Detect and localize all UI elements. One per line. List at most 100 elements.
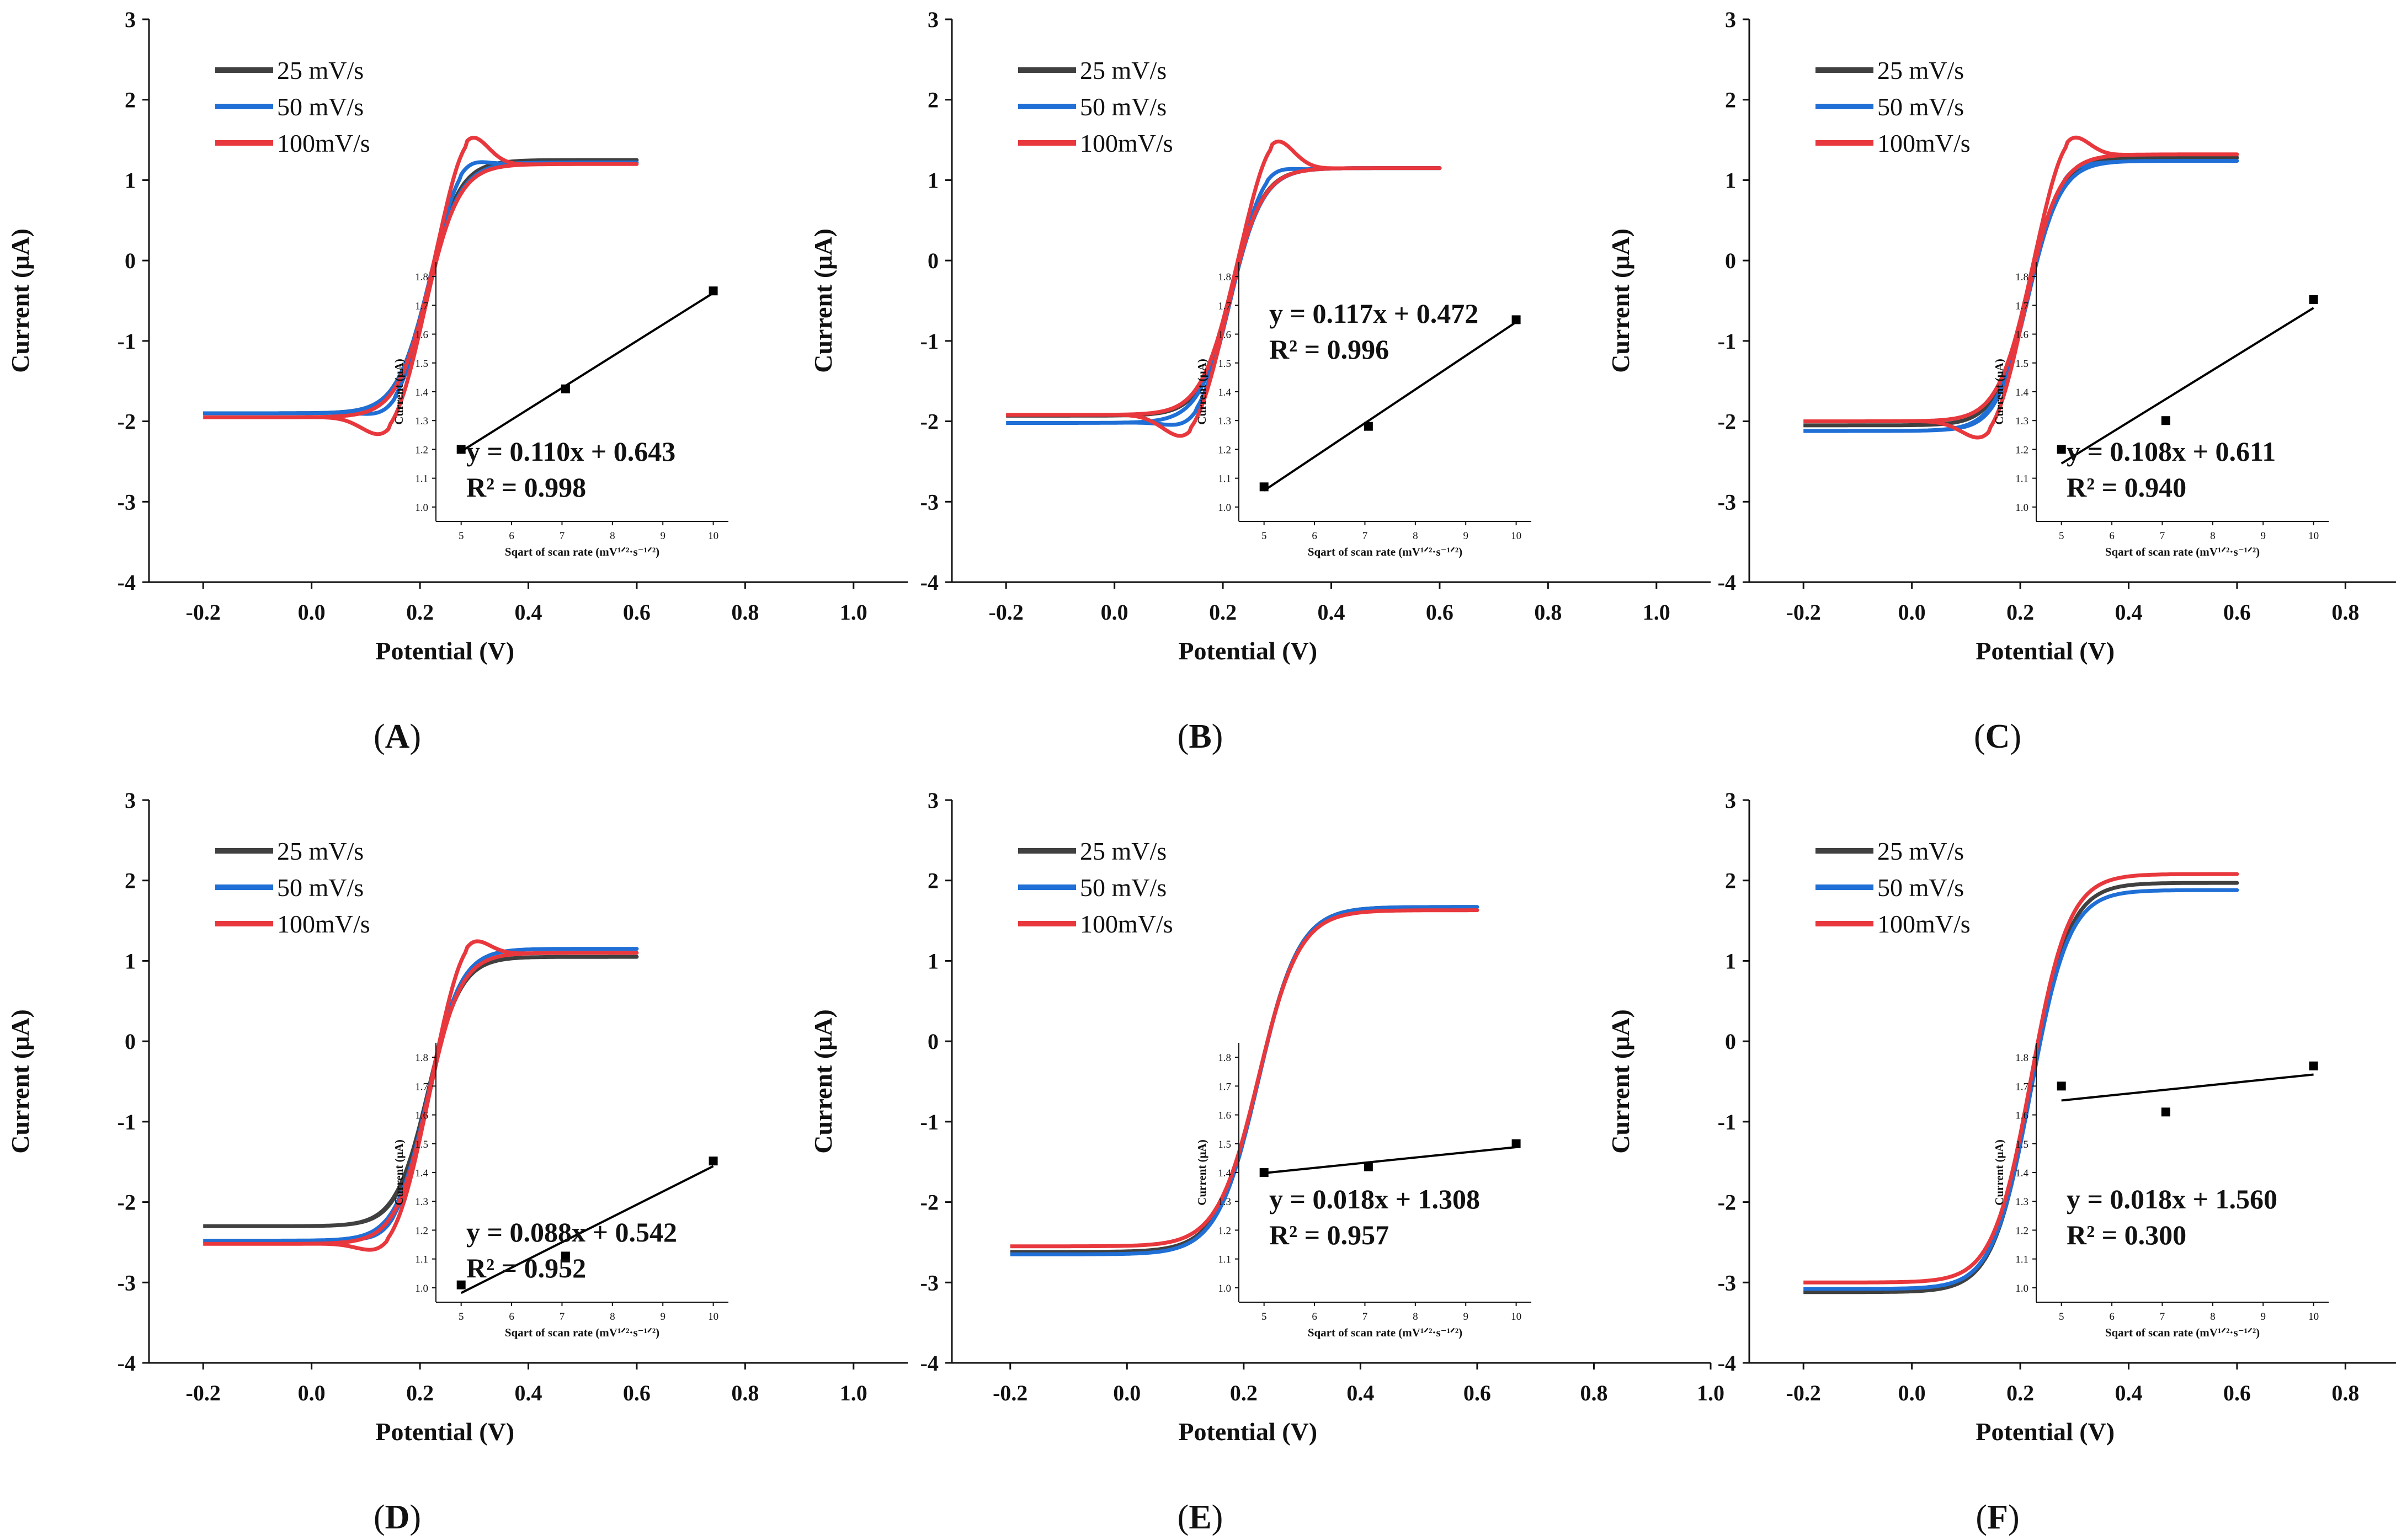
inset-y-tick-label: 1.3 [2015,1196,2028,1208]
panel-label: (C) [1974,718,2021,755]
panel-label-letter: E [1189,1499,1211,1536]
inset-y-axis-label: Current (μA) [1195,1139,1208,1205]
x-tick-label: 0.2 [406,1381,434,1405]
x-tick-label: -0.2 [186,1381,221,1405]
fit-equation: y = 0.108x + 0.611 [2067,436,2276,467]
inset-y-axis-label: Current (μA) [392,1139,406,1205]
inset-y-tick-label: 1.0 [1218,1283,1231,1294]
inset-fit-line [460,1165,714,1294]
inset-x-tick-label: 8 [2210,1311,2216,1323]
panel-b: -4 -3 -2 -1 0 1 2 3 -0.2 0.0 0.2 0.4 0.6 0.8 1.0 Potent… [809,7,1711,755]
inset-y-tick-label: 1.7 [2015,300,2028,312]
inset-data-point [2161,1107,2170,1117]
x-tick-label: 0.2 [2006,600,2034,625]
inset-data-point [1259,1168,1269,1177]
legend-label: 25 mV/s [277,56,364,84]
inset-data-point [2309,295,2318,304]
inset-y-tick-label: 1.6 [1218,329,1231,341]
fit-r-squared: R² = 0.300 [2067,1219,2186,1250]
y-tick-label: -2 [1718,409,1736,434]
inset-y-tick-label: 1.4 [415,387,428,398]
inset-x-tick-label: 6 [2109,530,2115,542]
inset-y-tick-label: 1.7 [415,1081,428,1093]
x-tick-label: 0.8 [1580,1381,1607,1405]
panel-f: -4 -3 -2 -1 0 1 2 3 -0.2 0.0 0.2 0.4 0.6 0.8 1.0 Potent… [1606,788,2396,1536]
panel-label-open: ( [374,1499,385,1536]
inset-x-tick-label: 5 [1261,1311,1267,1323]
panel-label: (B) [1178,718,1223,755]
inset-x-tick-label: 7 [2160,1311,2165,1323]
x-tick-label: 1.0 [840,1381,867,1405]
inset-y-tick-label: 1.0 [415,1283,428,1294]
legend-label: 50 mV/s [1877,873,1964,902]
inset-x-axis-label: Sqart of scan rate (mV¹ᐟ²·s⁻¹ᐟ²) [1308,545,1462,558]
panel-label: (F) [1976,1499,2019,1536]
y-tick-label: -1 [118,329,136,354]
y-tick-label: 1 [928,948,939,973]
y-tick-label: -2 [920,409,939,434]
x-axis-label: Potential (V) [375,1418,514,1446]
inset-y-tick-label: 1.5 [1218,1139,1231,1150]
cv-curve-25 [203,158,639,415]
inset-fit-line [1264,1146,1516,1175]
inset-x-tick-label: 7 [1362,530,1368,542]
x-tick-label: 0.0 [298,1381,326,1405]
cv-curve-100 [1010,908,1479,1249]
inset-y-tick-label: 1.3 [415,1196,428,1208]
inset-x-tick-label: 9 [1463,530,1468,542]
panel-label: (E) [1178,1499,1223,1536]
inset-y-tick-label: 1.3 [2015,415,2028,427]
cv-curve-50 [203,160,639,416]
x-tick-label: -0.2 [1786,1381,1821,1405]
x-axis-label: Potential (V) [1976,1418,2115,1446]
inset-x-tick-label: 8 [1413,1311,1418,1323]
inset-y-tick-label: 1.8 [1218,271,1231,283]
inset-y-tick-label: 1.0 [2015,502,2028,514]
x-axis-label: Potential (V) [1178,637,1317,665]
cv-curve-100 [203,939,639,1252]
inset-plot: 1.0 1.1 1.2 1.3 1.4 1.5 1.6 1.7 1.8 5 6 7 8 9 10 Sqart … [1993,1043,2329,1339]
fit-r-squared: R² = 0.998 [466,472,586,503]
inset-data-point [2057,445,2066,454]
x-tick-label: -0.2 [993,1381,1027,1405]
inset-data-point [561,1251,570,1261]
y-tick-label: 2 [928,88,939,113]
inset-plot: 1.0 1.1 1.2 1.3 1.4 1.5 1.6 1.7 1.8 5 6 7 8 9 10 Sqart … [1993,262,2329,558]
cv-curve-100 [1803,135,2239,440]
inset-y-tick-label: 1.6 [415,1110,428,1122]
inset-y-tick-label: 1.2 [2015,444,2028,456]
legend-label: 100mV/s [1080,129,1173,157]
fit-r-squared: R² = 0.996 [1269,334,1389,365]
legend-label: 25 mV/s [277,837,364,865]
legend-label: 50 mV/s [1080,93,1167,121]
inset-x-tick-label: 6 [1312,530,1317,542]
y-tick-label: -3 [920,489,939,514]
inset-x-tick-label: 6 [2109,1311,2115,1323]
inset-y-tick-label: 1.8 [415,271,428,283]
inset-y-axis-label: Current (μA) [1195,359,1208,424]
panel-label-letter: F [1987,1499,2008,1536]
y-tick-label: -4 [118,570,136,595]
inset-x-tick-label: 8 [610,530,615,542]
x-tick-label: 0.2 [406,600,434,625]
y-tick-label: -1 [1718,329,1736,354]
y-axis-label: Current (μA) [1606,1009,1634,1154]
panel-label-letter: A [385,718,410,755]
y-tick-label: 3 [1725,788,1736,813]
inset-fit-line [460,292,714,452]
inset-y-tick-label: 1.5 [1218,358,1231,370]
panel-label-close: ) [1212,718,1223,755]
inset-fit-line [1263,321,1517,492]
fit-r-squared: R² = 0.952 [466,1253,586,1283]
x-tick-label: 0.4 [515,600,542,625]
inset-y-tick-label: 1.5 [2015,1139,2028,1150]
inset-data-point [561,384,570,393]
y-axis-label: Current (μA) [1606,228,1634,373]
panel-label-close: ) [409,1499,421,1536]
legend-label: 100mV/s [277,910,370,938]
inset-y-tick-label: 1.2 [415,1225,428,1237]
panel-label: (A) [374,718,421,755]
x-tick-label: 0.8 [731,600,759,625]
y-tick-label: -2 [1718,1190,1736,1215]
